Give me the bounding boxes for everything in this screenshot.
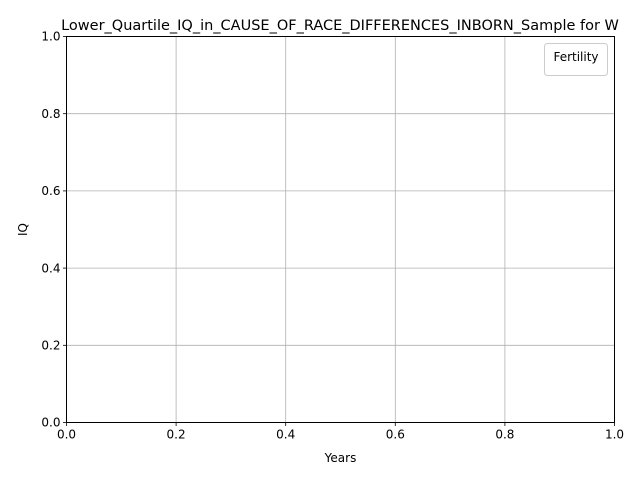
y-tick-label: 0.2 [41, 339, 60, 353]
x-tick-label: 0.0 [57, 428, 76, 442]
x-tick-label: 0.6 [386, 428, 405, 442]
y-axis-label: IQ [16, 223, 30, 236]
y-tick-label: 0.6 [41, 184, 60, 198]
legend-title: Fertility [553, 50, 598, 64]
x-axis-ticks: 0.0 0.2 0.4 0.6 0.8 1.0 [57, 422, 624, 442]
y-tick-label: 1.0 [41, 30, 60, 44]
x-tick-label: 0.2 [167, 428, 186, 442]
y-tick-label: 0.8 [41, 107, 60, 121]
x-tick-label: 0.8 [495, 428, 514, 442]
legend-box [544, 43, 608, 76]
y-axis-ticks: 0.0 0.2 0.4 0.6 0.8 1.0 [41, 30, 67, 430]
plot-frame [66, 36, 615, 423]
x-axis-label: Years [324, 451, 357, 465]
y-tick-label: 0.0 [41, 416, 60, 430]
y-tick-label: 0.4 [41, 261, 60, 275]
chart-title: Lower_Quartile_IQ_in_CAUSE_OF_RACE_DIFFE… [61, 18, 619, 34]
x-tick-label: 0.4 [276, 428, 295, 442]
plot-area [66, 36, 615, 423]
grid-lines [66, 36, 615, 423]
x-tick-label: 1.0 [605, 428, 624, 442]
legend: Fertility [544, 43, 608, 76]
